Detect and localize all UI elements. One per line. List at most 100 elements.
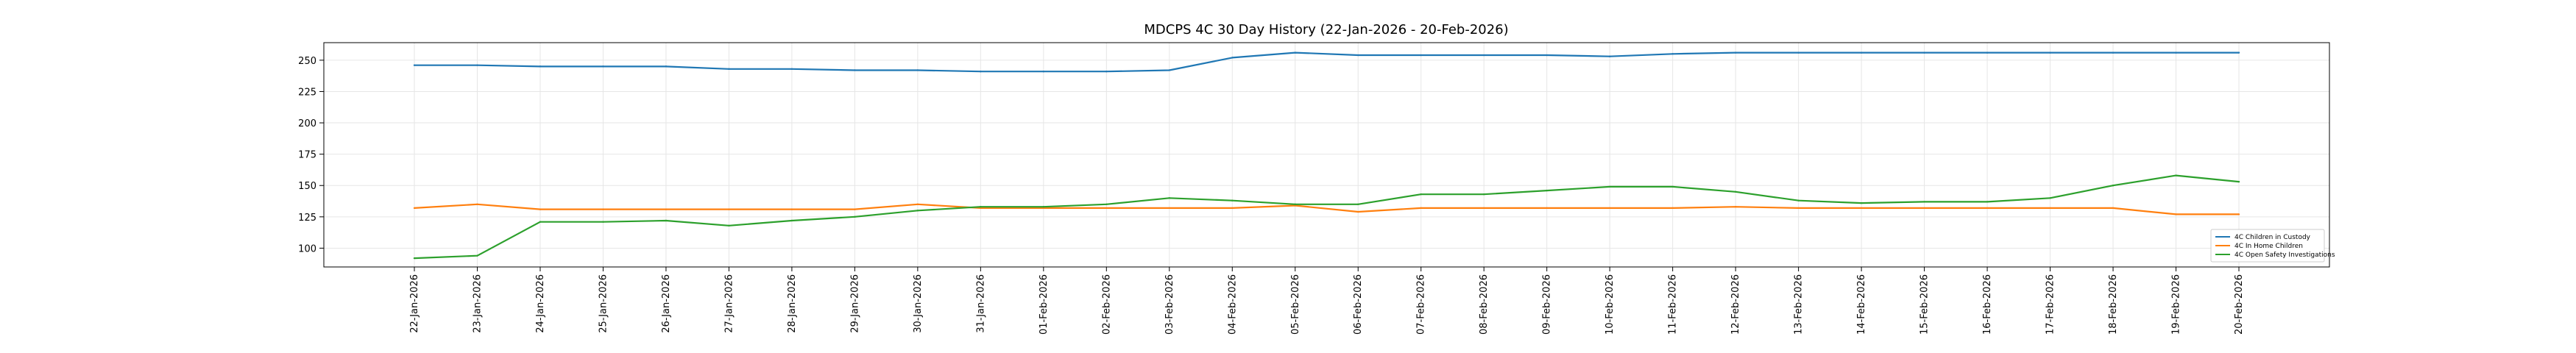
x-tick-label: 13-Feb-2026 bbox=[1794, 274, 1805, 335]
x-tick-label: 22-Jan-2026 bbox=[409, 274, 420, 333]
data-point bbox=[1734, 51, 1737, 54]
x-tick-label: 23-Jan-2026 bbox=[472, 274, 483, 333]
data-point bbox=[2112, 185, 2115, 187]
data-point bbox=[1357, 203, 1359, 206]
y-tick-label: 250 bbox=[298, 56, 316, 67]
data-point bbox=[1923, 201, 1925, 203]
x-tick-label: 24-Jan-2026 bbox=[535, 274, 546, 333]
x-tick-label: 14-Feb-2026 bbox=[1856, 274, 1867, 335]
data-point bbox=[2049, 197, 2051, 199]
data-point bbox=[1231, 199, 1234, 202]
data-point bbox=[854, 208, 856, 210]
legend-label: 4C In Home Children bbox=[2234, 243, 2303, 250]
data-point bbox=[1734, 206, 1737, 208]
x-tick-label: 01-Feb-2026 bbox=[1038, 274, 1050, 335]
data-point bbox=[1671, 185, 1674, 188]
data-point bbox=[1168, 69, 1170, 71]
data-point bbox=[2049, 51, 2051, 54]
x-tick-label: 20-Feb-2026 bbox=[2234, 274, 2245, 335]
data-point bbox=[1357, 54, 1359, 57]
data-point bbox=[1608, 55, 1611, 57]
data-point bbox=[1546, 207, 1548, 210]
x-tick-label: 28-Jan-2026 bbox=[787, 274, 798, 333]
x-tick-label: 06-Feb-2026 bbox=[1353, 274, 1364, 335]
data-point bbox=[1797, 199, 1800, 202]
x-tick-label: 05-Feb-2026 bbox=[1290, 274, 1301, 335]
data-point bbox=[1168, 207, 1170, 210]
legend-label: 4C Children in Custody bbox=[2234, 234, 2311, 241]
data-point bbox=[1986, 201, 1989, 203]
data-point bbox=[602, 221, 604, 223]
x-tick-label: 25-Jan-2026 bbox=[598, 274, 609, 333]
x-tick-label: 03-Feb-2026 bbox=[1164, 274, 1175, 335]
data-point bbox=[790, 208, 793, 210]
data-point bbox=[602, 65, 604, 68]
x-tick-label: 10-Feb-2026 bbox=[1604, 274, 1616, 335]
data-point bbox=[1483, 54, 1485, 57]
grid-lines bbox=[324, 43, 2329, 267]
data-point bbox=[1483, 193, 1485, 196]
data-point bbox=[790, 219, 793, 222]
y-tick-label: 200 bbox=[298, 118, 316, 129]
data-point bbox=[1546, 54, 1548, 57]
y-tick-label: 125 bbox=[298, 213, 316, 224]
data-point bbox=[2175, 51, 2177, 54]
x-tick-label: 07-Feb-2026 bbox=[1416, 274, 1427, 335]
data-point bbox=[1671, 53, 1674, 55]
x-tick-label: 04-Feb-2026 bbox=[1227, 274, 1238, 335]
data-point bbox=[413, 257, 416, 260]
x-tick-label: 29-Jan-2026 bbox=[849, 274, 860, 333]
data-point bbox=[1105, 70, 1108, 73]
data-point bbox=[790, 68, 793, 70]
x-tick-label: 11-Feb-2026 bbox=[1668, 274, 1679, 335]
legend: 4C Children in Custody 4C In Home Childre… bbox=[2210, 229, 2335, 263]
plot-frame bbox=[323, 42, 2330, 268]
data-point bbox=[916, 69, 919, 71]
y-tick-label: 175 bbox=[298, 150, 316, 161]
data-point bbox=[2237, 51, 2240, 54]
data-point bbox=[916, 203, 919, 206]
data-point bbox=[539, 65, 542, 68]
data-point bbox=[1294, 203, 1296, 206]
data-point bbox=[1420, 207, 1422, 210]
data-point bbox=[539, 221, 542, 223]
data-point bbox=[1797, 51, 1800, 54]
series-line bbox=[414, 51, 2239, 73]
data-point bbox=[413, 207, 416, 210]
data-point bbox=[413, 64, 416, 66]
data-point bbox=[1042, 207, 1045, 210]
data-point bbox=[916, 210, 919, 212]
data-point bbox=[2237, 180, 2240, 183]
data-point bbox=[1105, 207, 1108, 210]
data-point bbox=[1420, 54, 1422, 57]
data-point bbox=[1860, 202, 1863, 204]
x-tick-label: 16-Feb-2026 bbox=[1982, 274, 1993, 335]
data-point bbox=[2237, 213, 2240, 215]
data-point bbox=[728, 68, 730, 70]
data-point bbox=[1608, 207, 1611, 210]
data-point bbox=[854, 69, 856, 71]
legend-box bbox=[2210, 229, 2325, 263]
data-point bbox=[2175, 213, 2177, 215]
data-point bbox=[1860, 51, 1863, 54]
data-point bbox=[665, 65, 668, 68]
legend-label: 4C Open Safety Investigations bbox=[2234, 252, 2335, 259]
data-point bbox=[1483, 207, 1485, 210]
data-point bbox=[1231, 207, 1234, 210]
y-tick-label: 225 bbox=[298, 87, 316, 98]
data-point bbox=[476, 203, 478, 206]
data-point bbox=[476, 64, 478, 66]
data-point bbox=[1546, 189, 1548, 192]
x-tick-label: 31-Jan-2026 bbox=[975, 274, 986, 333]
x-axis: 22-Jan-2026 23-Jan-2026 24-Jan-2026 25-Jan-… bbox=[409, 267, 2245, 335]
data-point bbox=[1168, 197, 1170, 199]
data-point bbox=[854, 215, 856, 218]
series-line bbox=[414, 174, 2240, 260]
data-point bbox=[1357, 210, 1359, 213]
x-tick-label: 12-Feb-2026 bbox=[1730, 274, 1741, 335]
data-point bbox=[1294, 204, 1296, 207]
data-point bbox=[1294, 51, 1296, 54]
x-tick-label: 08-Feb-2026 bbox=[1479, 274, 1490, 335]
data-point bbox=[539, 208, 542, 210]
